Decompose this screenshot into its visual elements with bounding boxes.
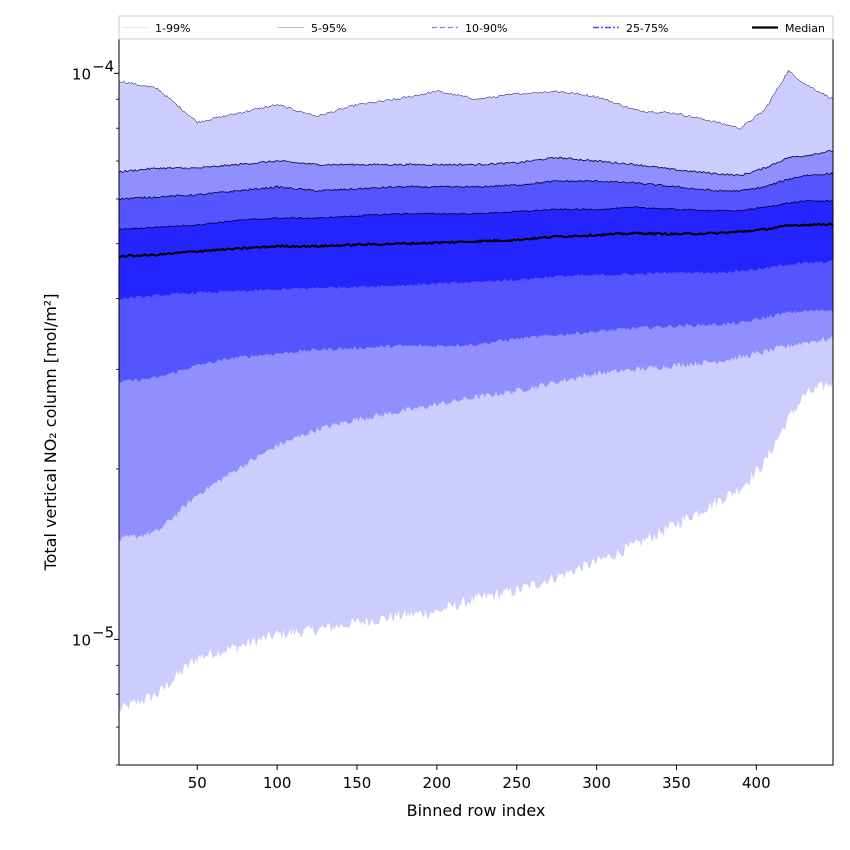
median-line xyxy=(118,222,834,259)
x-tick-label: 400 xyxy=(742,774,771,792)
legend-label: Median xyxy=(785,22,825,35)
band-25-75-upper-edge xyxy=(118,199,834,231)
band-5-95-upper-edge xyxy=(118,149,834,177)
band-edge-lines xyxy=(118,69,834,231)
legend-box xyxy=(118,15,834,40)
y-axis-label: Total vertical NO₂ column [mol/m²] xyxy=(41,294,60,572)
x-tick-label: 50 xyxy=(188,774,207,792)
x-tick-label: 350 xyxy=(662,774,691,792)
legend-label: 25-75% xyxy=(626,22,668,35)
legend-label: 10-90% xyxy=(465,22,507,35)
y-tick-exponent: −4 xyxy=(92,57,114,75)
x-tick-label: 150 xyxy=(343,774,372,792)
y-axis: 10−410−5 xyxy=(72,57,119,766)
band-10-90-upper-edge xyxy=(118,172,834,201)
x-tick-label: 200 xyxy=(423,774,452,792)
x-tick-label: 300 xyxy=(582,774,611,792)
x-axis: 50 100 150 200 250 300 350 400 xyxy=(188,765,771,792)
y-tick-label: 10 xyxy=(72,65,91,83)
x-tick-label: 100 xyxy=(263,774,292,792)
x-tick-label: 250 xyxy=(502,774,531,792)
band-25-75-area xyxy=(119,200,833,300)
legend-label: 5-95% xyxy=(311,22,346,35)
percentile-bands xyxy=(119,70,833,712)
legend-label: 1-99% xyxy=(155,22,190,35)
x-axis-label: Binned row index xyxy=(407,801,546,820)
y-tick-label: 10 xyxy=(72,631,91,649)
band-1-99-upper-edge xyxy=(118,69,834,130)
legend: 1-99% 5-95% 10-90% 25-75% Median xyxy=(118,15,834,40)
y-tick-exponent: −5 xyxy=(92,623,114,641)
median-layer xyxy=(118,222,834,259)
